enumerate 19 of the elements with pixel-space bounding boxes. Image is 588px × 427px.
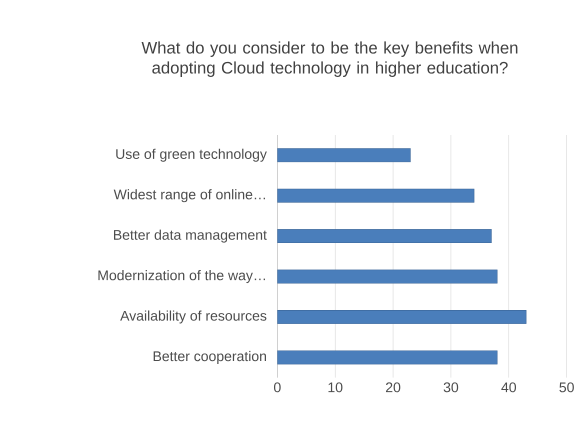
bar <box>277 270 498 284</box>
bar <box>277 148 411 162</box>
bar <box>277 188 474 203</box>
y-tick-label: Use of green technology <box>116 148 267 162</box>
chart-title: What do you consider to be the key benefits when adopting Cloud technology in higher education? <box>142 41 518 77</box>
x-tick-label: 0 <box>274 382 281 392</box>
y-tick-label: Widest range of online… <box>114 189 265 202</box>
bar <box>277 310 526 324</box>
bar <box>277 350 498 364</box>
x-tick-label: 10 <box>328 382 342 392</box>
x-tick-label: 40 <box>501 382 516 392</box>
y-tick-label: Better data management <box>114 230 267 243</box>
bar <box>277 229 492 244</box>
x-tick-label: 20 <box>386 382 400 392</box>
x-tick-label: 30 <box>444 382 458 392</box>
y-tick-label: Better cooperation <box>154 350 266 364</box>
x-tick-label: 50 <box>559 382 574 392</box>
y-tick-label: Availability of resources <box>120 310 266 324</box>
y-tick-label: Modernization of the way… <box>98 270 265 284</box>
